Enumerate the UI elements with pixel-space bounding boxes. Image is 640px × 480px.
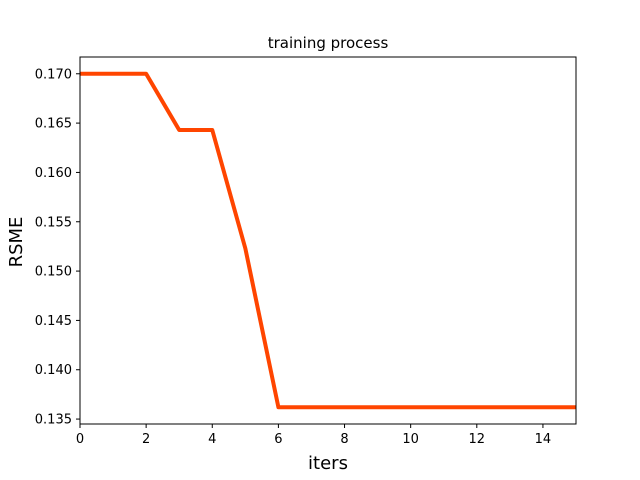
x-tick-label: 6	[274, 432, 282, 447]
x-tick-label: 12	[469, 432, 486, 447]
x-tick-label: 4	[208, 432, 216, 447]
series-line-rsme	[80, 71, 576, 410]
chart-title: training process	[268, 34, 389, 52]
y-tick-label: 0.145	[35, 314, 72, 329]
x-tick-label: 8	[340, 432, 348, 447]
plot-area-frame	[79, 56, 577, 425]
y-axis: 0.135 0.140 0.145 0.150 0.155 0.160 0.165 0.170	[35, 67, 80, 428]
x-axis: 0 2 4 6 8 10 12 14	[76, 424, 551, 447]
y-tick-label: 0.155	[35, 215, 72, 230]
y-tick-label: 0.170	[35, 67, 72, 82]
y-tick-label: 0.150	[35, 265, 72, 280]
y-axis-title: RSME	[6, 217, 27, 268]
y-tick-label: 0.165	[35, 117, 72, 132]
x-tick-label: 14	[535, 432, 552, 447]
x-axis-title: iters	[308, 453, 348, 474]
y-tick-label: 0.135	[35, 413, 72, 428]
x-tick-label: 0	[76, 432, 84, 447]
y-tick-label: 0.160	[35, 166, 72, 181]
y-tick-label: 0.140	[35, 363, 72, 378]
x-tick-label: 2	[142, 432, 150, 447]
x-tick-label: 10	[402, 432, 419, 447]
